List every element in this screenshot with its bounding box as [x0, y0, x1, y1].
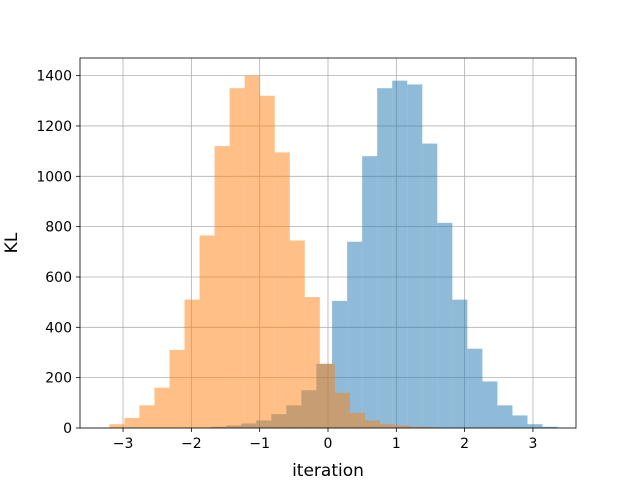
- histogram-bar: [349, 412, 365, 428]
- histogram-bar: [109, 424, 125, 428]
- histogram-bar: [259, 95, 275, 429]
- histogram-bar: [154, 387, 170, 428]
- histogram-bar: [467, 348, 483, 428]
- y-tick-label: 800: [45, 220, 72, 236]
- x-tick-label: 0: [324, 436, 333, 452]
- histogram-bar: [319, 363, 335, 428]
- histogram-bar: [394, 425, 410, 428]
- histogram-bar: [289, 240, 305, 428]
- histogram-bar: [422, 143, 438, 428]
- histogram-bar: [199, 235, 215, 428]
- histogram-bars: [109, 75, 558, 429]
- histogram-bar: [377, 88, 393, 429]
- x-tick-label: 1: [392, 436, 401, 452]
- histogram-bar: [274, 152, 290, 428]
- histogram-bar: [214, 146, 230, 428]
- histogram-bar: [452, 299, 468, 428]
- histogram-bar: [482, 381, 498, 428]
- histogram-bar: [244, 75, 260, 428]
- histogram-bar: [347, 241, 363, 428]
- histogram-bar: [407, 84, 423, 428]
- x-axis-label: iteration: [292, 461, 364, 480]
- histogram-bar: [437, 222, 453, 428]
- series-1-bars: [109, 75, 441, 429]
- histogram-bar: [169, 349, 185, 428]
- x-tick-label: −3: [113, 436, 134, 452]
- histogram-bar: [124, 417, 140, 428]
- y-tick-label: 600: [45, 270, 72, 286]
- y-tick-label: 1200: [36, 119, 72, 135]
- y-tick-label: 1000: [36, 169, 72, 185]
- y-tick-label: 1400: [36, 69, 72, 85]
- histogram-bar: [512, 415, 528, 428]
- y-tick-label: 200: [45, 371, 72, 387]
- histogram-bar: [392, 80, 408, 428]
- histogram-bar: [229, 88, 245, 429]
- histogram-bar: [409, 426, 426, 428]
- y-axis-label: KL: [2, 232, 22, 253]
- histogram-bar: [362, 156, 378, 428]
- x-tick-label: −2: [181, 436, 202, 452]
- histogram-bar: [364, 420, 380, 428]
- x-tick-label: −1: [249, 436, 270, 452]
- axis-ticks: −3 −2 −1 0 1 2 3 0 200 400 600 800 1000 1200 1400: [36, 69, 537, 452]
- histogram-bar: [379, 424, 395, 428]
- histogram-bar: [527, 424, 543, 428]
- histogram-bar: [542, 426, 558, 428]
- y-tick-label: 400: [45, 320, 72, 336]
- x-tick-label: 2: [460, 436, 469, 452]
- histogram-bar: [139, 405, 155, 428]
- histogram-bar: [497, 405, 513, 428]
- histogram-bar: [334, 392, 350, 428]
- x-tick-label: 3: [528, 436, 537, 452]
- histogram-bar: [304, 297, 320, 428]
- y-tick-label: 0: [63, 421, 72, 437]
- histogram-bar: [184, 299, 200, 428]
